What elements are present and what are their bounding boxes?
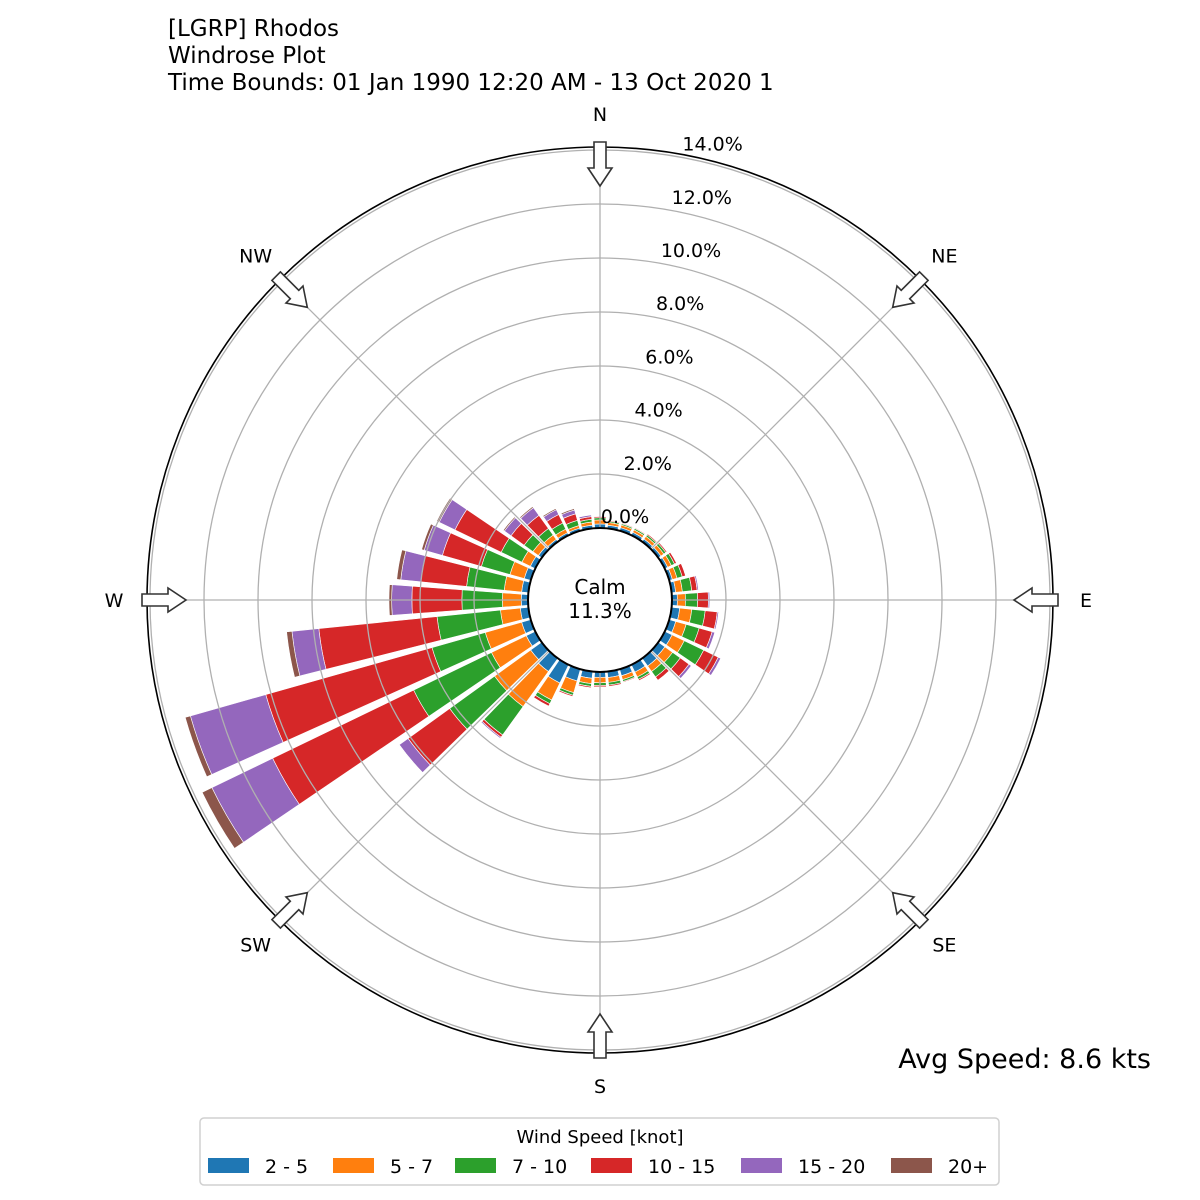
legend-swatch: [591, 1158, 632, 1173]
compass-arrow-e-icon: [1012, 586, 1059, 614]
grid-spoke-225: [279, 650, 550, 921]
bar-190deg-10-15: [577, 683, 592, 689]
radial-tick-label: 14.0%: [682, 134, 742, 156]
bar-310deg-20-: [502, 516, 516, 532]
legend-box: [199, 1117, 1000, 1186]
bar-110deg-15-20: [705, 631, 716, 650]
bar-200deg-10-15: [558, 689, 574, 697]
compass-label-sw: SW: [240, 934, 271, 956]
bar-220deg-15-20: [480, 720, 502, 739]
grid-spoke-315: [279, 279, 550, 550]
title-time-bounds: Time Bounds: 01 Jan 1990 12:20 AM - 13 O…: [167, 70, 774, 96]
compass-arrows: [141, 141, 1059, 1059]
legend-title: Wind Speed [knot]: [516, 1127, 683, 1148]
compass-label-w: W: [105, 590, 124, 612]
radial-tick-label: 6.0%: [645, 346, 693, 368]
bar-230deg-20-: [398, 744, 423, 774]
legend-item: 15 - 20: [741, 1156, 865, 1178]
bar-40deg-10-15: [646, 533, 658, 543]
bar-120deg-15-20: [708, 656, 722, 676]
radial-tick-label: 10.0%: [661, 240, 721, 262]
compass-labels: N NE E SE S SW W NW: [105, 104, 1092, 1098]
compass-label-e: E: [1080, 590, 1092, 612]
legend-item: 2 - 5: [208, 1156, 308, 1178]
legend-items: 2 - 5 5 - 7 7 - 10 10 - 15 15 - 20 20+: [208, 1156, 988, 1178]
compass-label-ne: NE: [931, 246, 957, 268]
bar-320deg-20-: [519, 506, 534, 519]
bar-250deg-20-: [184, 715, 213, 778]
legend-item: 5 - 7: [333, 1156, 433, 1178]
bar-20deg-10-15: [621, 522, 634, 529]
radial-tick-label: 12.0%: [672, 187, 732, 209]
legend-label: 2 - 5: [265, 1156, 308, 1178]
bar-30deg-15-20: [634, 526, 646, 534]
compass-arrow-s-icon: [586, 1012, 614, 1059]
legend-swatch: [333, 1158, 374, 1173]
legend-swatch: [741, 1158, 782, 1173]
bar-330deg-20-: [542, 508, 557, 518]
bars-layer: [184, 497, 722, 849]
legend-item: 10 - 15: [591, 1156, 715, 1178]
bar-130deg-15-20: [678, 663, 692, 679]
compass-arrow-sw-icon: [270, 891, 309, 930]
title-plot-type: Windrose Plot: [168, 43, 326, 69]
bar-150deg-10-15: [637, 672, 651, 682]
radial-tick-label: 0.0%: [601, 506, 649, 528]
compass-label-n: N: [593, 104, 607, 126]
legend-item: 7 - 10: [455, 1156, 567, 1178]
bar-260deg-20-: [286, 630, 301, 678]
compass-label-se: SE: [932, 934, 956, 956]
compass-arrow-se-icon: [891, 891, 930, 930]
bar-100deg-15-20: [713, 611, 719, 630]
bar-280deg-5-7: [503, 576, 525, 593]
calm-circle: [527, 527, 673, 673]
bar-290deg-20-: [421, 523, 434, 551]
legend: Wind Speed [knot] 2 - 5 5 - 7 7 - 10 10 - 1…: [199, 1117, 1000, 1186]
bar-350deg-15-20: [578, 514, 592, 520]
bar-280deg-20-: [396, 549, 407, 581]
bar-50deg-15-20: [658, 541, 668, 553]
title-station: [LGRP] Rhodos: [168, 16, 339, 42]
calm-label: Calm: [574, 575, 625, 599]
avg-speed-label: Avg Speed: 8.6 kts: [898, 1044, 1151, 1075]
legend-swatch: [208, 1158, 249, 1173]
compass-label-nw: NW: [239, 246, 272, 268]
bar-240deg-20-: [201, 787, 244, 849]
legend-item: 20+: [891, 1156, 988, 1178]
legend-label: 10 - 15: [648, 1156, 715, 1178]
compass-arrow-ne-icon: [891, 270, 930, 309]
grid-spoke-45: [650, 279, 921, 550]
bar-140deg-10-15: [655, 667, 670, 681]
compass-arrow-nw-icon: [270, 270, 309, 309]
legend-swatch: [455, 1158, 496, 1173]
bar-10deg-10-15: [607, 519, 621, 524]
bar-60deg-15-20: [669, 551, 678, 564]
bar-160deg-10-15: [622, 676, 636, 683]
radial-tick-label: 4.0%: [634, 400, 682, 422]
radial-tick-label: 2.0%: [624, 453, 672, 475]
compass-arrow-w-icon: [141, 586, 188, 614]
legend-label: 7 - 10: [512, 1156, 567, 1178]
compass-arrow-n-icon: [586, 141, 614, 188]
bar-210deg-10-15: [533, 694, 551, 707]
bar-340deg-20-: [560, 508, 575, 516]
radial-tick-labels: 0.0% 2.0% 4.0% 6.0% 8.0% 10.0% 12.0% 14.0%: [601, 134, 743, 528]
calm-value: 11.3%: [568, 599, 632, 623]
radial-tick-label: 8.0%: [656, 293, 704, 315]
bar-170deg-10-15: [608, 682, 622, 687]
bar-70deg-15-20: [680, 562, 687, 577]
legend-swatch: [891, 1158, 932, 1173]
legend-label: 15 - 20: [798, 1156, 865, 1178]
grid-layer: [147, 147, 1053, 1053]
compass-label-s: S: [594, 1076, 606, 1098]
grid-spoke-135: [650, 650, 921, 921]
legend-label: 20+: [948, 1156, 988, 1178]
bar-80deg-15-20: [694, 575, 699, 591]
legend-label: 5 - 7: [390, 1156, 433, 1178]
chart-title: [LGRP] Rhodos Windrose Plot Time Bounds:…: [167, 16, 774, 96]
bar-260deg-5-7: [500, 607, 523, 625]
